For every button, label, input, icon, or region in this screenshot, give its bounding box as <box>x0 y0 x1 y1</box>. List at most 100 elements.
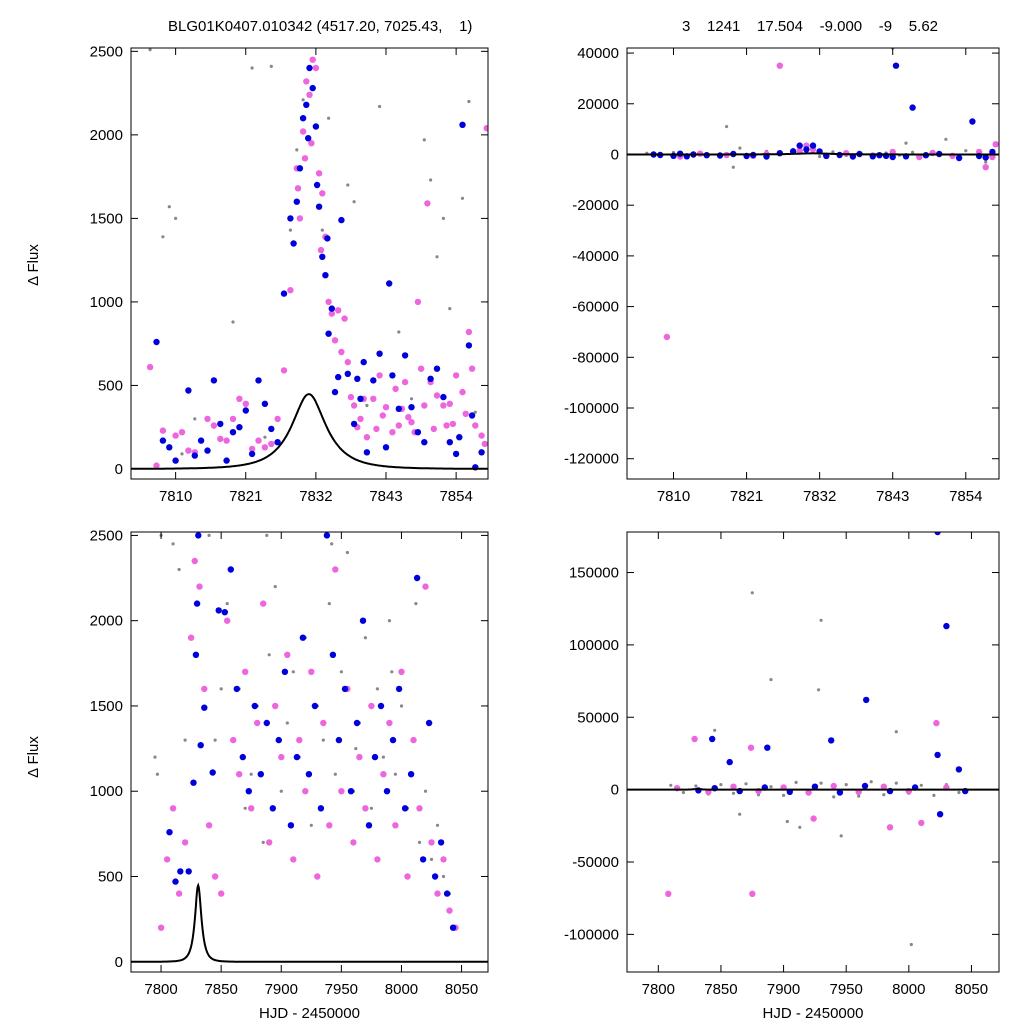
data-point <box>309 56 316 63</box>
data-point <box>932 793 936 798</box>
data-point <box>449 420 457 428</box>
data-point <box>166 444 173 451</box>
data-point <box>230 736 237 744</box>
data-point <box>416 805 423 812</box>
data-point <box>389 736 397 744</box>
data-point <box>964 149 968 153</box>
data-point <box>333 772 337 776</box>
data-point <box>344 358 351 366</box>
data-point <box>362 805 369 812</box>
data-point <box>909 104 916 111</box>
data-point <box>325 330 332 337</box>
data-point <box>163 856 171 863</box>
panel-bottom-right: 150000 100000 50000 0 -50000 -100000 7800 7850 7… <box>564 531 1000 1022</box>
x-tick-label: 7900 <box>767 981 800 998</box>
data-point <box>319 190 326 197</box>
data-point <box>375 687 379 691</box>
y-tick-label: 2000 <box>90 613 123 630</box>
data-point <box>261 400 269 407</box>
data-point <box>747 744 755 751</box>
data-point <box>308 668 315 675</box>
data-point <box>213 738 217 742</box>
data-point <box>368 702 375 710</box>
data-point <box>287 215 294 222</box>
data-point <box>181 839 189 846</box>
data-point <box>193 417 197 421</box>
data-point <box>472 422 479 429</box>
data-point <box>422 138 426 142</box>
data-point <box>446 400 453 407</box>
data-point <box>886 824 894 831</box>
data-point <box>422 583 429 590</box>
data-point <box>210 422 218 429</box>
data-point <box>268 425 275 433</box>
data-point <box>421 439 428 446</box>
data-point <box>738 146 742 150</box>
data-point <box>274 439 281 446</box>
data-point <box>327 116 331 120</box>
data-point <box>218 890 225 897</box>
data-point <box>223 437 230 444</box>
data-point <box>440 402 447 409</box>
data-point <box>440 856 447 863</box>
data-point <box>413 574 421 582</box>
data-point <box>405 414 412 421</box>
data-point <box>681 790 686 795</box>
y-tick-label: 100000 <box>569 637 619 654</box>
data-point <box>805 789 812 796</box>
data-point <box>323 532 331 539</box>
data-point <box>381 755 385 759</box>
data-point <box>183 738 187 742</box>
data-point <box>446 439 453 446</box>
data-point <box>171 542 175 546</box>
data-point <box>201 704 208 711</box>
data-point <box>197 742 204 749</box>
data-point <box>236 395 243 402</box>
data-point <box>263 719 270 727</box>
data-point <box>363 434 371 441</box>
x-tick-label: 7800 <box>144 981 177 998</box>
data-point <box>440 393 447 401</box>
y-tick-label: -100000 <box>564 400 619 417</box>
data-point <box>709 735 716 743</box>
data-point <box>196 583 203 590</box>
data-point <box>441 874 446 879</box>
data-point <box>332 566 339 573</box>
data-point <box>344 370 351 377</box>
data-point <box>429 178 433 182</box>
y-axis-title: Δ Flux <box>25 736 42 778</box>
data-point <box>794 780 798 785</box>
panel-top-left: 0 500 1000 1500 2000 2500 7810 7821 7832 7843 7854… <box>25 43 489 505</box>
data-point <box>279 789 283 793</box>
data-point <box>395 405 402 412</box>
data-point <box>379 412 386 419</box>
data-point <box>280 290 288 297</box>
data-point <box>341 685 349 693</box>
data-point <box>177 868 184 875</box>
data-point <box>328 310 335 317</box>
data-point <box>468 412 476 419</box>
y-tick-label: 2500 <box>90 527 123 544</box>
data-point <box>295 148 299 152</box>
data-point <box>352 200 356 204</box>
data-point <box>449 924 457 931</box>
data-point <box>209 769 216 776</box>
data-point <box>376 350 383 357</box>
data-point <box>293 198 300 205</box>
data-point <box>317 246 325 254</box>
data-point <box>187 634 195 641</box>
data-point <box>452 372 460 379</box>
data-point <box>369 806 373 810</box>
data-point <box>376 372 383 379</box>
data-point <box>335 307 342 314</box>
data-point <box>225 602 229 606</box>
data-point <box>180 452 184 456</box>
data-point <box>192 651 200 658</box>
data-point <box>955 766 963 773</box>
data-point <box>191 452 198 459</box>
data-point <box>433 392 441 399</box>
data-point <box>832 795 836 799</box>
data-point <box>269 64 273 68</box>
y-tick-label: 1500 <box>90 698 123 715</box>
